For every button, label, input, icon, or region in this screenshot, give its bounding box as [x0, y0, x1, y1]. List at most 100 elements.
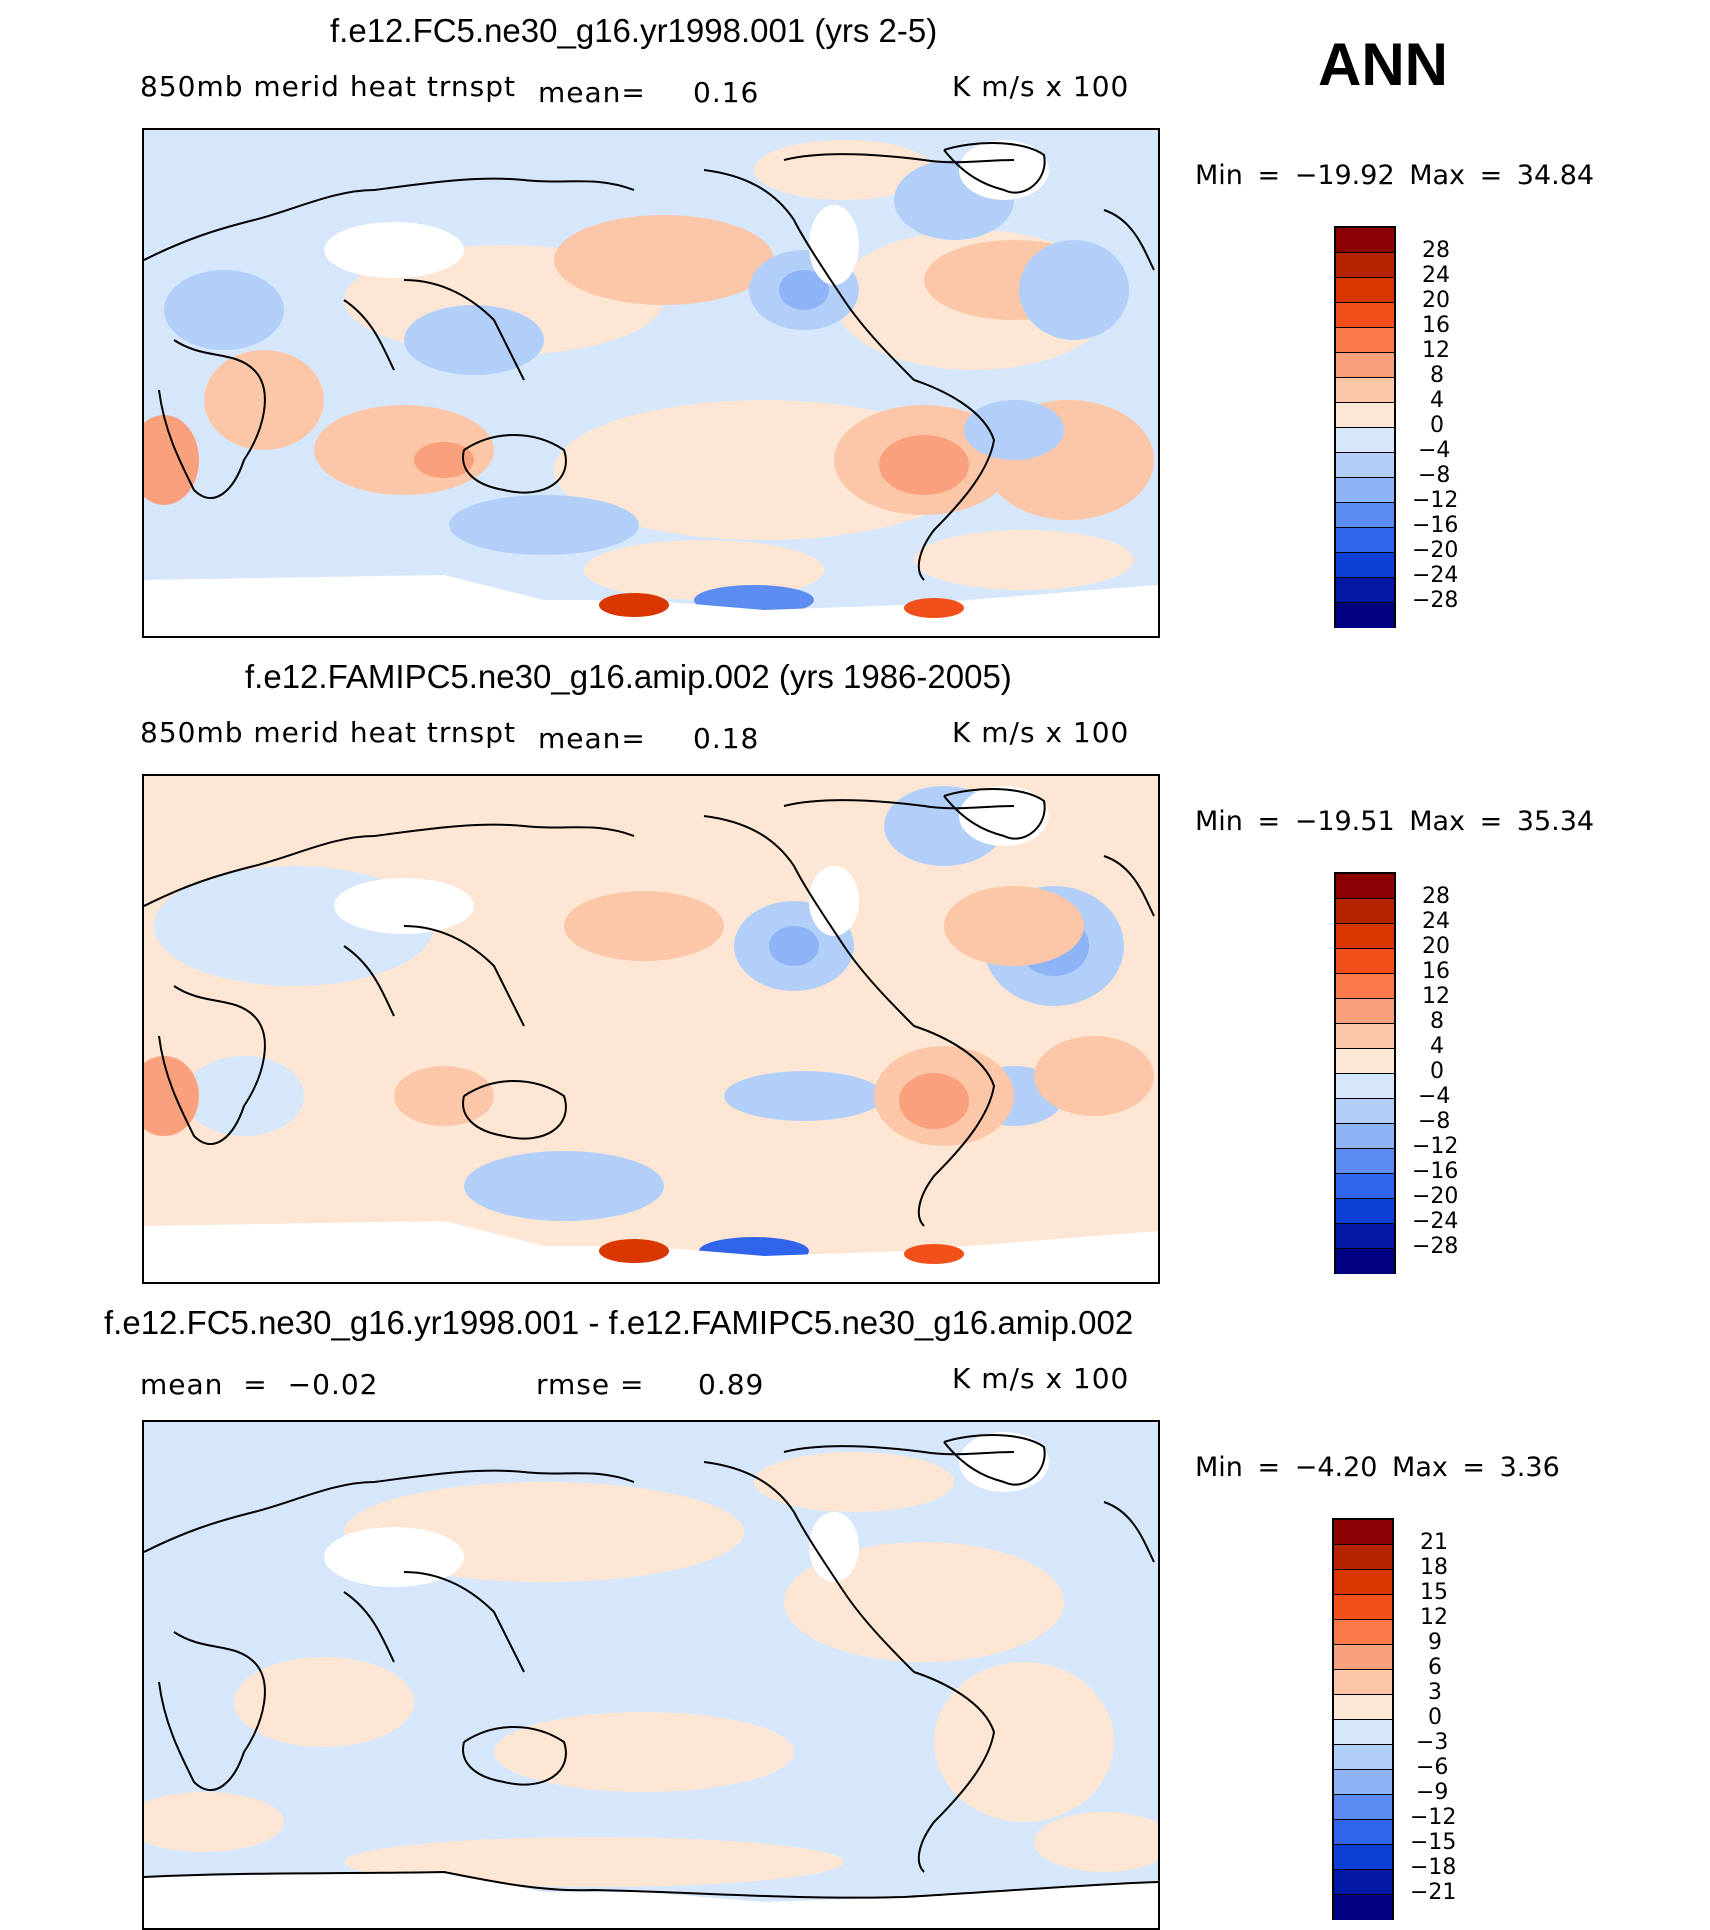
panel-1-colorbar-label: 8 [1430, 363, 1444, 388]
colorbar-swatch [1336, 378, 1394, 403]
panel-1-map-field [144, 130, 1158, 636]
colorbar-swatch [1336, 1199, 1394, 1224]
panel-3-colorbar [1332, 1518, 1394, 1920]
panel-3-rmse-value: 0.89 [698, 1368, 765, 1401]
colorbar-swatch [1334, 1895, 1392, 1920]
panel-2-colorbar [1334, 872, 1396, 1274]
colorbar-swatch [1336, 553, 1394, 578]
panel-1-colorbar-label: 16 [1422, 313, 1450, 338]
colorbar-swatch [1334, 1570, 1392, 1595]
colorbar-swatch [1334, 1545, 1392, 1570]
colorbar-swatch [1336, 503, 1394, 528]
panel-2-minmax: Min = −19.51 Max = 35.34 [1195, 806, 1595, 837]
panel-1-variable-label: 850mb merid heat trnspt [140, 70, 516, 103]
panel-3-rmse-label: rmse = [536, 1368, 645, 1401]
colorbar-swatch [1336, 303, 1394, 328]
panel-2-colorbar-label: −20 [1412, 1184, 1459, 1209]
panel-3-colorbar-label: −18 [1410, 1855, 1457, 1880]
panel-3-mean-label: mean = −0.02 [140, 1368, 379, 1401]
panel-1-colorbar-label: −16 [1412, 513, 1459, 538]
panel-2-colorbar-label: 4 [1430, 1034, 1444, 1059]
panel-1-minmax: Min = −19.92 Max = 34.84 [1195, 160, 1595, 191]
panel-3-colorbar-label: −6 [1416, 1755, 1449, 1780]
panel-2-colorbar-label: 8 [1430, 1009, 1444, 1034]
colorbar-swatch [1336, 1224, 1394, 1249]
panel-1-mean-label: mean= [538, 76, 646, 109]
colorbar-swatch [1336, 328, 1394, 353]
colorbar-swatch [1336, 974, 1394, 999]
colorbar-swatch [1336, 899, 1394, 924]
panel-3-colorbar-label: 9 [1428, 1630, 1442, 1655]
panel-2-colorbar-label: −12 [1412, 1134, 1459, 1159]
colorbar-swatch [1336, 253, 1394, 278]
colorbar-swatch [1336, 874, 1394, 899]
colorbar-swatch [1336, 924, 1394, 949]
panel-1-colorbar [1334, 226, 1396, 628]
panel-3-colorbar-label: −3 [1416, 1730, 1449, 1755]
colorbar-swatch [1336, 1149, 1394, 1174]
panel-3-map [142, 1420, 1160, 1930]
colorbar-swatch [1336, 1174, 1394, 1199]
panel-1-map [142, 128, 1160, 638]
panel-2-colorbar-label: 12 [1422, 984, 1450, 1009]
panel-1-colorbar-label: 28 [1422, 238, 1450, 263]
panel-3-colorbar-label: 6 [1428, 1655, 1442, 1680]
colorbar-swatch [1334, 1795, 1392, 1820]
panel-3-title: f.e12.FC5.ne30_g16.yr1998.001 - f.e12.FA… [104, 1304, 1134, 1341]
colorbar-swatch [1336, 453, 1394, 478]
panel-2-colorbar-label: −24 [1412, 1209, 1459, 1234]
panel-1-colorbar-label: −28 [1412, 588, 1459, 613]
panel-3-colorbar-label: 3 [1428, 1680, 1442, 1705]
panel-1-mean-value: 0.16 [693, 76, 760, 109]
panel-2-map-field [144, 776, 1158, 1282]
panel-2-colorbar-label: −4 [1418, 1084, 1451, 1109]
panel-3-colorbar-label: −15 [1410, 1830, 1457, 1855]
panel-1-colorbar-label: 24 [1422, 263, 1450, 288]
colorbar-swatch [1334, 1620, 1392, 1645]
panel-1-colorbar-label: −12 [1412, 488, 1459, 513]
panel-3-colorbar-label: −21 [1410, 1880, 1457, 1905]
panel-2-colorbar-label: 20 [1422, 934, 1450, 959]
colorbar-swatch [1336, 949, 1394, 974]
colorbar-swatch [1336, 603, 1394, 628]
panel-1-colorbar-label: 0 [1430, 413, 1444, 438]
colorbar-swatch [1336, 478, 1394, 503]
colorbar-swatch [1336, 1249, 1394, 1274]
panel-3-colorbar-label: 18 [1420, 1555, 1448, 1580]
panel-1-units: K m/s x 100 [952, 70, 1130, 103]
panel-1-colorbar-label: −24 [1412, 563, 1459, 588]
colorbar-swatch [1334, 1720, 1392, 1745]
colorbar-swatch [1334, 1670, 1392, 1695]
panel-3-units: K m/s x 100 [952, 1362, 1130, 1395]
colorbar-swatch [1336, 1049, 1394, 1074]
colorbar-swatch [1336, 1074, 1394, 1099]
colorbar-swatch [1336, 1099, 1394, 1124]
colorbar-swatch [1336, 278, 1394, 303]
colorbar-swatch [1336, 1124, 1394, 1149]
panel-3-colorbar-label: −9 [1416, 1780, 1449, 1805]
panel-2-map [142, 774, 1160, 1284]
panel-3-minmax: Min = −4.20 Max = 3.36 [1195, 1452, 1560, 1483]
panel-1-title: f.e12.FC5.ne30_g16.yr1998.001 (yrs 2-5) [330, 12, 938, 49]
colorbar-swatch [1334, 1695, 1392, 1720]
colorbar-swatch [1334, 1770, 1392, 1795]
panel-3-colorbar-label: 21 [1420, 1530, 1448, 1555]
colorbar-swatch [1336, 228, 1394, 253]
colorbar-swatch [1336, 578, 1394, 603]
panel-3-colorbar-label: −12 [1410, 1805, 1457, 1830]
panel-1-colorbar-label: −4 [1418, 438, 1451, 463]
colorbar-swatch [1336, 1024, 1394, 1049]
colorbar-swatch [1334, 1595, 1392, 1620]
colorbar-swatch [1336, 353, 1394, 378]
panel-2-colorbar-label: −8 [1418, 1109, 1451, 1134]
panel-1-colorbar-label: −20 [1412, 538, 1459, 563]
panel-3-colorbar-label: 12 [1420, 1605, 1448, 1630]
colorbar-swatch [1336, 528, 1394, 553]
colorbar-swatch [1334, 1745, 1392, 1770]
panel-2-colorbar-label: −28 [1412, 1234, 1459, 1259]
colorbar-swatch [1334, 1845, 1392, 1870]
panel-3-map-field [144, 1422, 1158, 1928]
colorbar-swatch [1336, 403, 1394, 428]
panel-1-colorbar-label: −8 [1418, 463, 1451, 488]
panel-2-colorbar-label: 28 [1422, 884, 1450, 909]
